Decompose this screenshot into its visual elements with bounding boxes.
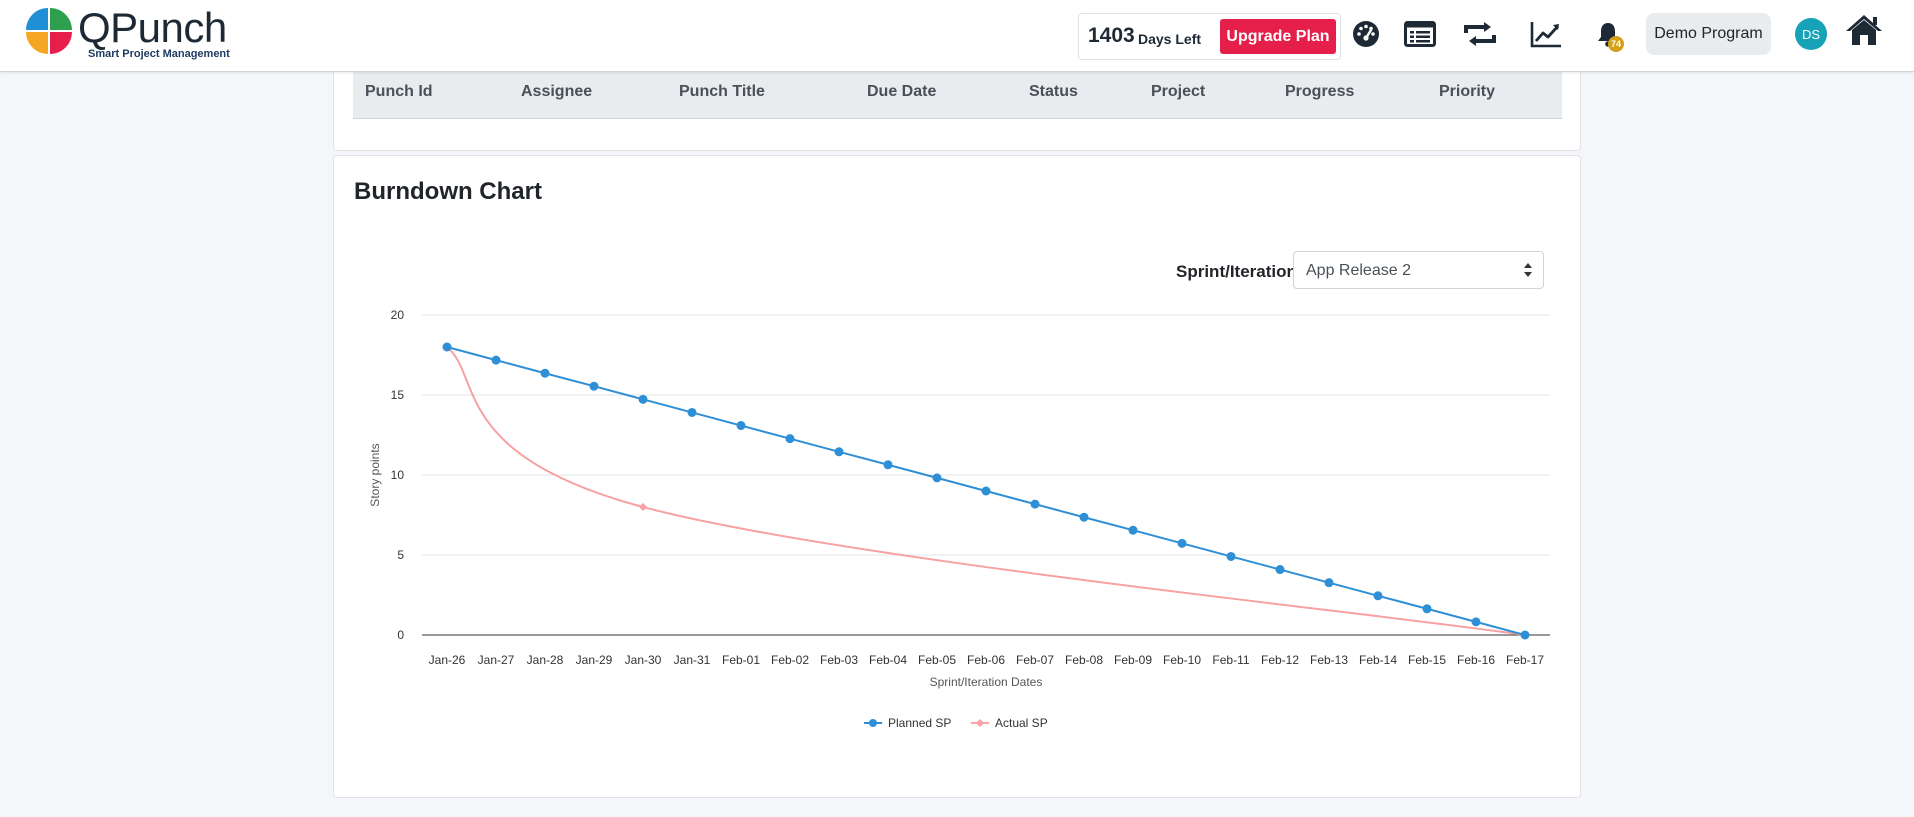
x-tick-label: Feb-11 xyxy=(1212,653,1249,667)
planned-sp-point xyxy=(1128,525,1138,535)
y-tick-label: 5 xyxy=(397,548,404,562)
x-tick-label: Feb-06 xyxy=(967,653,1005,667)
legend-planned-marker xyxy=(869,719,877,727)
planned-sp-point xyxy=(1520,630,1530,640)
days-left-number: 1403 xyxy=(1088,24,1135,47)
x-tick-label: Feb-10 xyxy=(1163,653,1201,667)
planned-sp-point xyxy=(540,368,550,378)
planned-sp-point xyxy=(1471,617,1481,627)
x-tick-label: Feb-09 xyxy=(1114,653,1152,667)
y-tick-label: 20 xyxy=(391,308,405,322)
sprint-iteration-select[interactable]: App Release 2 xyxy=(1293,251,1544,289)
home-icon[interactable] xyxy=(1844,12,1884,48)
column-header[interactable]: Progress xyxy=(1285,83,1355,100)
list-icon[interactable] xyxy=(1400,16,1440,52)
x-tick-label: Feb-13 xyxy=(1310,653,1348,667)
planned-sp-point xyxy=(736,421,746,431)
notification-count-badge: 74 xyxy=(1608,36,1624,52)
column-header[interactable]: Due Date xyxy=(867,83,937,100)
column-header[interactable]: Priority xyxy=(1439,83,1496,100)
user-avatar[interactable]: DS xyxy=(1795,18,1827,50)
logo-mark-icon xyxy=(26,8,72,54)
bell-icon[interactable]: 74 xyxy=(1588,16,1628,52)
legend-planned-label: Planned SP xyxy=(888,716,951,730)
x-tick-label: Feb-08 xyxy=(1065,653,1103,667)
x-tick-label: Feb-07 xyxy=(1016,653,1054,667)
program-selector-button[interactable]: Demo Program xyxy=(1646,13,1771,55)
x-tick-label: Feb-17 xyxy=(1506,653,1544,667)
planned-sp-point xyxy=(834,447,844,457)
planned-sp-point xyxy=(589,381,599,391)
plan-status-box: 1403 Days Left Upgrade Plan xyxy=(1078,13,1341,60)
top-navbar: QPunch Smart Project Management 1403 Day… xyxy=(0,0,1914,72)
x-tick-label: Jan-27 xyxy=(478,653,515,667)
x-tick-label: Jan-29 xyxy=(576,653,613,667)
actual-sp-point xyxy=(639,503,647,511)
planned-sp-point xyxy=(1373,591,1383,601)
y-axis-title: Story points xyxy=(368,443,382,506)
column-header[interactable]: Assignee xyxy=(521,83,593,100)
planned-sp-point xyxy=(883,460,893,470)
planned-sp-point xyxy=(442,342,452,352)
column-header[interactable]: Punch Id xyxy=(365,83,433,100)
burndown-chart: 0 5 10 15 20 Jan-26 Jan-27 Jan-28 Jan-29 Jan-30 Ja… xyxy=(368,308,1550,730)
x-tick-label: Feb-15 xyxy=(1408,653,1446,667)
sync-icon[interactable] xyxy=(1460,16,1500,52)
y-tick-label: 15 xyxy=(391,388,405,402)
x-tick-label: Feb-02 xyxy=(771,653,809,667)
column-header[interactable]: Status xyxy=(1029,83,1078,100)
x-tick-label: Jan-30 xyxy=(625,653,662,667)
x-tick-label: Feb-04 xyxy=(869,653,907,667)
logo-tagline: Smart Project Management xyxy=(88,48,230,60)
column-header[interactable]: Project xyxy=(1151,83,1206,100)
planned-sp-point xyxy=(1275,565,1285,575)
x-tick-label: Feb-05 xyxy=(918,653,956,667)
planned-sp-point xyxy=(1079,512,1089,522)
column-header[interactable]: Punch Title xyxy=(679,83,765,100)
actual-sp-line xyxy=(446,346,1526,636)
planned-sp-point xyxy=(1226,551,1236,561)
legend-actual-label: Actual SP xyxy=(995,716,1048,730)
x-tick-label: Feb-01 xyxy=(722,653,760,667)
burndown-title: Burndown Chart xyxy=(354,178,542,205)
legend-actual-marker xyxy=(976,719,984,727)
y-tick-label: 10 xyxy=(391,468,405,482)
planned-sp-point xyxy=(1030,499,1040,509)
planned-sp-point xyxy=(1324,578,1334,588)
days-left-label: Days Left xyxy=(1138,31,1202,47)
logo-name: QPunch xyxy=(78,4,227,51)
planned-sp-point xyxy=(1177,538,1187,548)
planned-sp-point xyxy=(785,434,795,444)
chart-line-icon[interactable] xyxy=(1526,16,1566,52)
x-tick-label: Feb-14 xyxy=(1359,653,1397,667)
sprint-iteration-label: Sprint/Iteration xyxy=(1176,262,1297,281)
planned-sp-point xyxy=(687,407,697,417)
x-tick-label: Jan-26 xyxy=(429,653,466,667)
planned-sp-point xyxy=(932,473,942,483)
burndown-card: Burndown Chart Sprint/Iteration App Rele… xyxy=(333,155,1581,798)
planned-sp-point xyxy=(981,486,991,496)
x-tick-label: Feb-12 xyxy=(1261,653,1299,667)
planned-sp-point xyxy=(1422,604,1432,614)
upgrade-plan-button[interactable]: Upgrade Plan xyxy=(1220,19,1336,54)
y-tick-label: 0 xyxy=(397,628,404,642)
planned-sp-point xyxy=(491,355,501,365)
x-tick-label: Feb-03 xyxy=(820,653,858,667)
dashboard-icon[interactable] xyxy=(1346,16,1386,52)
x-tick-label: Feb-16 xyxy=(1457,653,1495,667)
x-axis-title: Sprint/Iteration Dates xyxy=(930,675,1043,689)
x-tick-label: Jan-31 xyxy=(674,653,711,667)
x-tick-label: Jan-28 xyxy=(527,653,564,667)
qpunch-logo[interactable]: QPunch Smart Project Management xyxy=(24,4,244,64)
sprint-selected-value: App Release 2 xyxy=(1306,262,1411,279)
select-caret-icon xyxy=(1524,263,1532,277)
planned-sp-point xyxy=(638,394,648,404)
